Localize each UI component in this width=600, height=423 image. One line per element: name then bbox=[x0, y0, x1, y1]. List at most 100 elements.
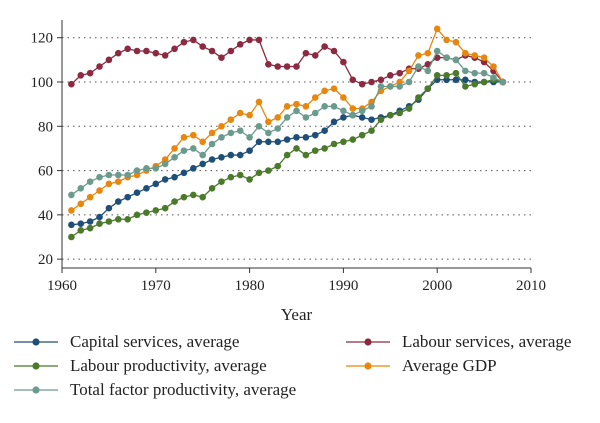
data-point bbox=[405, 105, 413, 112]
data-point bbox=[462, 76, 469, 84]
data-point bbox=[86, 178, 94, 185]
data-point bbox=[293, 100, 300, 108]
data-point bbox=[143, 165, 150, 172]
data-point bbox=[114, 49, 122, 57]
data-point bbox=[255, 98, 263, 106]
data-point bbox=[265, 138, 272, 146]
data-point bbox=[227, 47, 235, 55]
data-point bbox=[190, 145, 197, 152]
data-point bbox=[124, 193, 131, 201]
data-point bbox=[161, 176, 169, 183]
data-point bbox=[443, 72, 450, 79]
data-point bbox=[68, 207, 75, 214]
data-point bbox=[227, 173, 235, 181]
data-point bbox=[152, 207, 160, 214]
data-point bbox=[283, 63, 291, 70]
data-point bbox=[340, 138, 347, 146]
legend: Capital services, average Labour services… bbox=[14, 332, 571, 399]
data-point bbox=[199, 151, 206, 159]
legend-item: Labour productivity, average bbox=[14, 356, 267, 375]
data-point bbox=[227, 151, 235, 159]
data-point bbox=[340, 107, 347, 115]
data-point bbox=[143, 47, 150, 55]
data-point bbox=[180, 147, 188, 154]
data-point bbox=[152, 180, 160, 188]
data-point bbox=[377, 83, 385, 90]
legend-swatch-marker bbox=[32, 362, 40, 370]
data-point bbox=[321, 145, 328, 152]
data-point bbox=[105, 180, 113, 188]
data-point bbox=[452, 56, 460, 64]
data-point bbox=[443, 54, 450, 61]
data-point bbox=[321, 87, 328, 95]
data-point bbox=[208, 156, 216, 163]
data-point bbox=[283, 151, 291, 159]
data-point bbox=[208, 47, 216, 55]
data-point bbox=[77, 200, 85, 208]
legend-swatch-marker bbox=[32, 386, 40, 394]
data-point bbox=[499, 78, 507, 86]
data-point bbox=[433, 47, 441, 55]
data-point bbox=[114, 198, 122, 205]
data-point bbox=[246, 111, 253, 119]
data-point bbox=[368, 127, 375, 135]
data-point bbox=[86, 218, 94, 225]
data-point bbox=[180, 38, 188, 46]
data-point bbox=[330, 103, 338, 110]
data-point bbox=[265, 129, 272, 137]
data-point bbox=[452, 69, 460, 77]
data-point bbox=[462, 67, 469, 75]
data-point bbox=[368, 116, 375, 123]
data-point bbox=[424, 67, 432, 75]
data-point bbox=[190, 191, 197, 199]
series-2 bbox=[68, 69, 507, 241]
data-point bbox=[68, 221, 75, 229]
legend-swatch-marker bbox=[364, 362, 372, 370]
data-point bbox=[227, 129, 235, 137]
data-point bbox=[321, 103, 328, 110]
data-point bbox=[86, 224, 94, 232]
data-point bbox=[199, 43, 206, 50]
data-point bbox=[358, 114, 366, 121]
data-point bbox=[190, 131, 197, 139]
data-point bbox=[490, 63, 497, 70]
data-point bbox=[321, 43, 328, 50]
series-1 bbox=[68, 36, 507, 88]
data-point bbox=[396, 69, 403, 77]
data-point bbox=[462, 49, 469, 57]
data-point bbox=[311, 147, 319, 154]
data-point bbox=[171, 153, 178, 161]
data-point bbox=[255, 122, 263, 130]
y-tick-label: 20 bbox=[38, 252, 53, 268]
data-point bbox=[161, 52, 169, 59]
data-point bbox=[283, 136, 291, 143]
data-point bbox=[255, 36, 263, 44]
data-point bbox=[208, 140, 216, 148]
data-point bbox=[433, 72, 441, 79]
data-point bbox=[236, 41, 244, 48]
data-point bbox=[68, 191, 75, 199]
data-point bbox=[415, 63, 422, 70]
data-point bbox=[246, 36, 253, 44]
data-point bbox=[171, 173, 178, 181]
data-point bbox=[349, 76, 357, 84]
data-point bbox=[96, 220, 103, 228]
x-axis-title: Year bbox=[281, 305, 313, 324]
data-point bbox=[330, 47, 338, 55]
data-point bbox=[68, 80, 75, 88]
data-point bbox=[208, 184, 216, 192]
data-point bbox=[265, 60, 272, 68]
data-point bbox=[105, 218, 113, 225]
data-point bbox=[218, 54, 225, 61]
legend-label: Capital services, average bbox=[70, 332, 239, 351]
data-point bbox=[368, 103, 375, 110]
data-point bbox=[368, 78, 375, 86]
legend-label: Total factor productivity, average bbox=[70, 380, 296, 399]
data-point bbox=[471, 69, 479, 77]
data-point bbox=[190, 165, 197, 172]
data-point bbox=[199, 193, 206, 201]
data-point bbox=[218, 134, 225, 141]
data-point bbox=[114, 215, 122, 223]
data-point bbox=[161, 160, 169, 168]
